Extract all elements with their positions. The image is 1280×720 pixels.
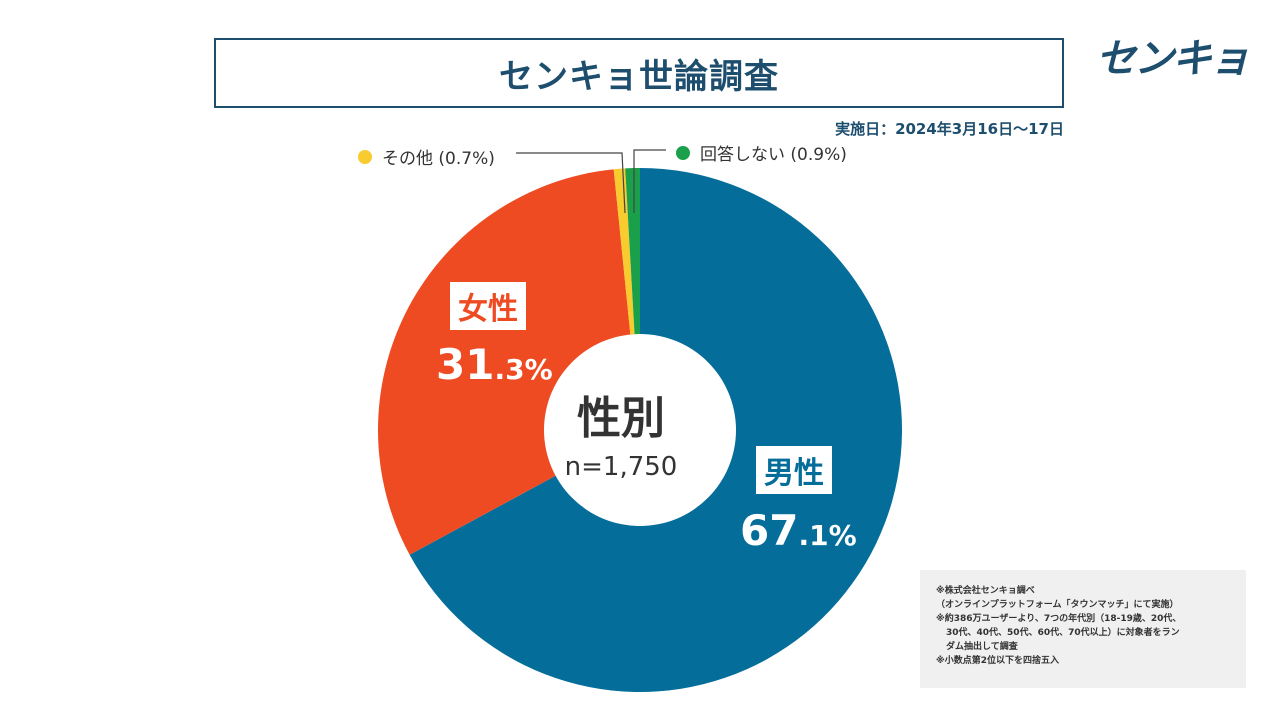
note-line: （オンラインプラットフォーム「タウンマッチ」にて実施） (936, 600, 1179, 610)
leader-line-other (516, 152, 626, 214)
female-percent-int: 31 (436, 340, 495, 389)
note-line: ※約386万ユーザーより、7つの年代別（18-19歳、20代、 (936, 614, 1182, 624)
note-line: ※株式会社センキョ調べ (936, 586, 1035, 596)
female-percent: 31.3% (436, 340, 553, 389)
legend-dot-no-answer (676, 145, 690, 160)
sample-size: n=1,750 (564, 452, 678, 482)
legend-other: その他 (0.7%) (358, 144, 495, 169)
leader-line-no-answer (633, 149, 666, 213)
male-percent-dec: .1% (798, 519, 857, 552)
female-label: 女性 (450, 282, 526, 330)
legend-label-other: その他 (0.7%) (382, 149, 495, 169)
title-box: センキョ世論調査 (214, 38, 1064, 108)
legend-dot-other (358, 149, 372, 164)
note-line: ダム抽出して調査 (946, 642, 1018, 652)
note-line: 30代、40代、50代、60代、70代以上）に対象者をラン (946, 628, 1180, 638)
center-hole (544, 334, 736, 526)
page-title: センキョ世論調査 (499, 56, 779, 97)
legend-no-answer: 回答しない (0.9%) (676, 140, 847, 165)
center-title: 性別 (577, 393, 665, 444)
survey-date: 実施日：2024年3月16日～17日 (835, 120, 1064, 138)
notes-box: ※株式会社センキョ調べ （オンラインプラットフォーム「タウンマッチ」にて実施） … (920, 570, 1246, 688)
female-percent-dec: .3% (494, 353, 553, 386)
male-percent: 67.1% (740, 506, 857, 555)
note-line: ※小数点第2位以下を四捨五入 (936, 656, 1060, 666)
male-label: 男性 (756, 446, 832, 494)
legend-label-no-answer: 回答しない (0.9%) (700, 145, 847, 165)
logo: センキョ (1096, 36, 1250, 82)
male-percent-int: 67 (740, 506, 799, 555)
